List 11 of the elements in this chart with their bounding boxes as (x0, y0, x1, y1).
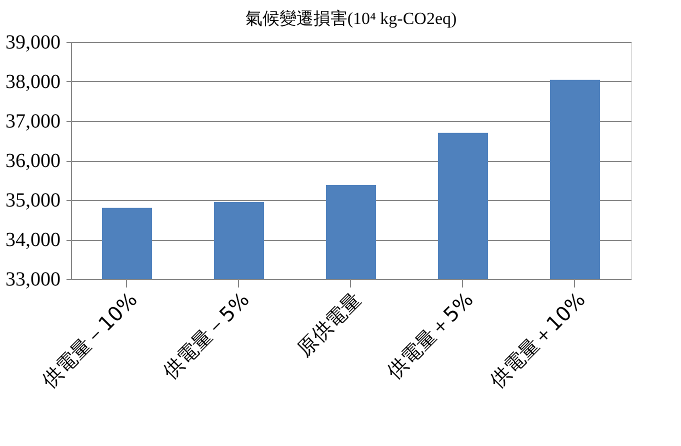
y-tick-label: 35,000 (6, 190, 60, 212)
y-tick-label: 34,000 (6, 229, 60, 251)
x-tick-label: 原供電量 (292, 287, 366, 361)
x-tick-label: 供電量＋5% (382, 287, 478, 384)
y-tick-label: 33,000 (6, 268, 60, 290)
y-tick-label: 39,000 (6, 32, 60, 54)
y-tick-label: 36,000 (6, 150, 60, 172)
y-tick-label: 37,000 (6, 110, 60, 132)
y-tick-label: 38,000 (6, 71, 60, 93)
chart-title: 氣候變遷損害(10⁴ kg-CO2eq) (245, 9, 457, 28)
x-tick-label: 供電量－5% (158, 287, 254, 384)
